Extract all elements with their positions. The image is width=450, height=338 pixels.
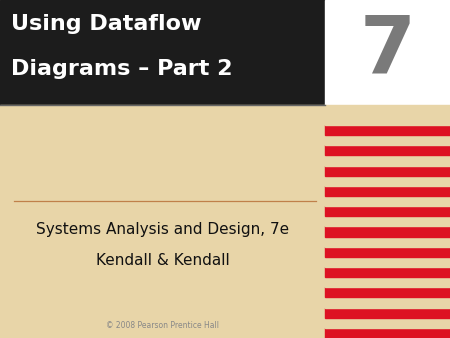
Bar: [325, 226, 450, 237]
Bar: [325, 328, 450, 338]
Bar: [325, 105, 450, 115]
Bar: [325, 166, 450, 176]
Text: © 2008 Pearson Prentice Hall: © 2008 Pearson Prentice Hall: [106, 321, 219, 330]
Bar: [325, 216, 450, 226]
Bar: [325, 0, 450, 105]
Text: Systems Analysis and Design, 7e: Systems Analysis and Design, 7e: [36, 222, 289, 237]
Bar: [325, 308, 450, 318]
Bar: [325, 257, 450, 267]
Bar: [325, 267, 450, 277]
Bar: [325, 145, 450, 155]
Bar: [325, 297, 450, 308]
Bar: [325, 196, 450, 206]
Bar: [325, 287, 450, 297]
Bar: [325, 115, 450, 125]
Bar: [325, 135, 450, 145]
Bar: [325, 186, 450, 196]
Bar: [325, 247, 450, 257]
Text: 7: 7: [360, 11, 415, 89]
Bar: [325, 237, 450, 247]
Bar: [325, 277, 450, 287]
Bar: [325, 318, 450, 328]
Bar: [0, 105, 325, 338]
Bar: [325, 125, 450, 135]
Bar: [325, 155, 450, 166]
Bar: [325, 176, 450, 186]
Bar: [0, 0, 325, 105]
Text: Diagrams – Part 2: Diagrams – Part 2: [11, 59, 233, 79]
Text: Kendall & Kendall: Kendall & Kendall: [95, 253, 230, 268]
Bar: [325, 206, 450, 216]
Text: Using Dataflow: Using Dataflow: [11, 14, 202, 33]
